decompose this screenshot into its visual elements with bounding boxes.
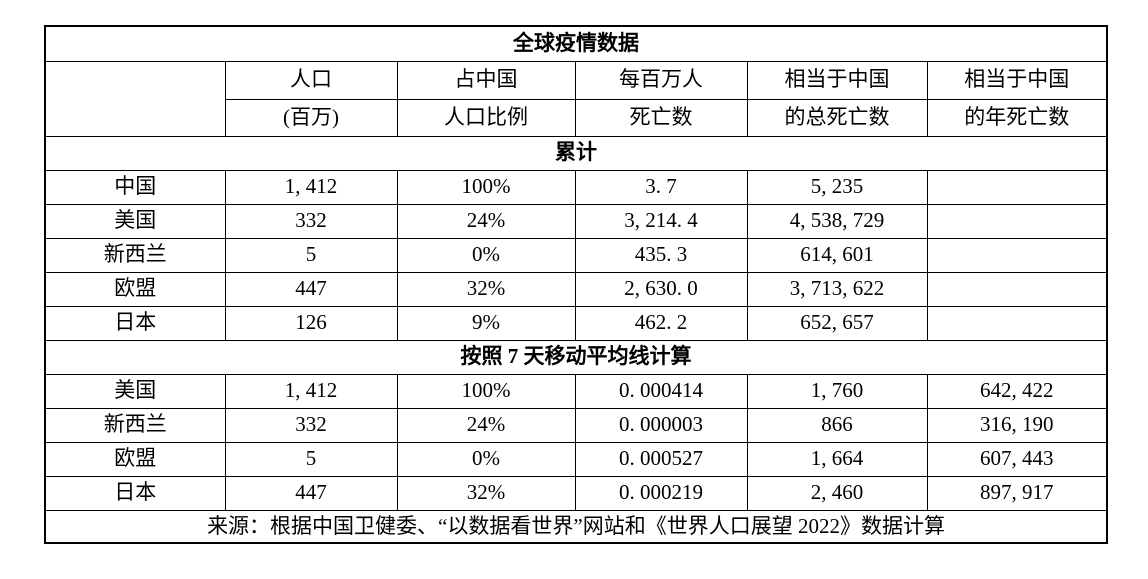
value-cell: 24% xyxy=(396,407,576,443)
value-cell: 435. 3 xyxy=(574,237,748,273)
value-cell: 32% xyxy=(396,271,576,307)
value-cell xyxy=(926,237,1108,273)
header-equivalent-annual-deaths: 相当于中国 xyxy=(926,60,1108,100)
section-label: 按照 7 天移动平均线计算 xyxy=(44,339,1108,375)
source-row: 来源：根据中国卫健委、“以数据看世界”网站和《世界人口展望 2022》数据计算 xyxy=(44,509,1108,544)
table-row: 新西兰 5 0% 435. 3 614, 601 xyxy=(44,237,1108,273)
value-cell: 100% xyxy=(396,373,576,409)
value-cell: 1, 760 xyxy=(746,373,928,409)
value-cell: 1, 412 xyxy=(224,169,398,205)
value-cell: 2, 630. 0 xyxy=(574,271,748,307)
header-deaths-per-million-2: 死亡数 xyxy=(574,98,748,137)
region-cell: 欧盟 xyxy=(44,441,226,477)
value-cell: 3, 713, 622 xyxy=(746,271,928,307)
value-cell: 1, 412 xyxy=(224,373,398,409)
value-cell: 316, 190 xyxy=(926,407,1108,443)
region-cell: 中国 xyxy=(44,169,226,205)
header-equivalent-annual-deaths-2: 的年死亡数 xyxy=(926,98,1108,137)
value-cell: 5, 235 xyxy=(746,169,928,205)
value-cell: 614, 601 xyxy=(746,237,928,273)
header-deaths-per-million: 每百万人 xyxy=(574,60,748,100)
header-row-2: (百万) 人口比例 死亡数 的总死亡数 的年死亡数 xyxy=(45,98,1108,137)
value-cell: 447 xyxy=(224,475,398,511)
value-cell: 0. 000219 xyxy=(574,475,748,511)
value-cell: 607, 443 xyxy=(926,441,1108,477)
section-row: 累计 xyxy=(44,135,1108,171)
value-cell: 0. 000003 xyxy=(574,407,748,443)
value-cell: 332 xyxy=(224,407,398,443)
value-cell xyxy=(926,271,1108,307)
region-cell: 新西兰 xyxy=(44,407,226,443)
value-cell: 447 xyxy=(224,271,398,307)
value-cell: 642, 422 xyxy=(926,373,1108,409)
value-cell: 4, 538, 729 xyxy=(746,203,928,239)
header-row-1: 人口 占中国 每百万人 相当于中国 相当于中国 xyxy=(44,60,1108,137)
source-note: 来源：根据中国卫健委、“以数据看世界”网站和《世界人口展望 2022》数据计算 xyxy=(44,509,1108,544)
value-cell: 24% xyxy=(396,203,576,239)
value-cell: 9% xyxy=(396,305,576,341)
value-cell xyxy=(926,305,1108,341)
value-cell: 0. 000414 xyxy=(574,373,748,409)
value-cell: 100% xyxy=(396,169,576,205)
value-cell: 5 xyxy=(224,237,398,273)
table-title: 全球疫情数据 xyxy=(44,25,1108,62)
value-cell: 126 xyxy=(224,305,398,341)
table-row: 新西兰 332 24% 0. 000003 866 316, 190 xyxy=(44,407,1108,443)
header-population-unit: (百万) xyxy=(224,98,398,137)
value-cell: 3. 7 xyxy=(574,169,748,205)
value-cell xyxy=(926,203,1108,239)
region-cell: 欧盟 xyxy=(44,271,226,307)
value-cell xyxy=(926,169,1108,205)
header-share-of-china-2: 人口比例 xyxy=(396,98,576,137)
table-row: 中国 1, 412 100% 3. 7 5, 235 xyxy=(44,169,1108,205)
table-row: 欧盟 447 32% 2, 630. 0 3, 713, 622 xyxy=(44,271,1108,307)
header-share-of-china: 占中国 xyxy=(396,60,576,100)
value-cell: 0. 000527 xyxy=(574,441,748,477)
value-cell: 0% xyxy=(396,441,576,477)
region-cell: 新西兰 xyxy=(44,237,226,273)
section-row: 按照 7 天移动平均线计算 xyxy=(44,339,1108,375)
section-label: 累计 xyxy=(44,135,1108,171)
region-cell: 日本 xyxy=(44,305,226,341)
value-cell: 332 xyxy=(224,203,398,239)
region-cell: 美国 xyxy=(44,373,226,409)
table-row: 美国 1, 412 100% 0. 000414 1, 760 642, 422 xyxy=(44,373,1108,409)
table-body: 全球疫情数据 人口 占中国 每百万人 相当于中国 相当于中国 (百万) 人口比例… xyxy=(44,25,1108,544)
header-population: 人口 xyxy=(224,60,398,100)
value-cell: 2, 460 xyxy=(746,475,928,511)
value-cell: 1, 664 xyxy=(746,441,928,477)
value-cell: 0% xyxy=(396,237,576,273)
value-cell: 866 xyxy=(746,407,928,443)
region-cell: 日本 xyxy=(44,475,226,511)
value-cell: 652, 657 xyxy=(746,305,928,341)
table-row: 日本 126 9% 462. 2 652, 657 xyxy=(44,305,1108,341)
header-equivalent-total-deaths: 相当于中国 xyxy=(746,60,928,100)
epidemic-data-table: 全球疫情数据 人口 占中国 每百万人 相当于中国 相当于中国 (百万) 人口比例… xyxy=(44,25,1109,544)
title-row: 全球疫情数据 xyxy=(44,25,1108,62)
table-row: 日本 447 32% 0. 000219 2, 460 897, 917 xyxy=(44,475,1108,511)
table-row: 欧盟 5 0% 0. 000527 1, 664 607, 443 xyxy=(44,441,1108,477)
value-cell: 462. 2 xyxy=(574,305,748,341)
value-cell: 897, 917 xyxy=(926,475,1108,511)
value-cell: 32% xyxy=(396,475,576,511)
table-row: 美国 332 24% 3, 214. 4 4, 538, 729 xyxy=(44,203,1108,239)
header-equivalent-total-deaths-2: 的总死亡数 xyxy=(746,98,928,137)
corner-cell xyxy=(44,60,226,137)
value-cell: 5 xyxy=(224,441,398,477)
value-cell: 3, 214. 4 xyxy=(574,203,748,239)
region-cell: 美国 xyxy=(44,203,226,239)
